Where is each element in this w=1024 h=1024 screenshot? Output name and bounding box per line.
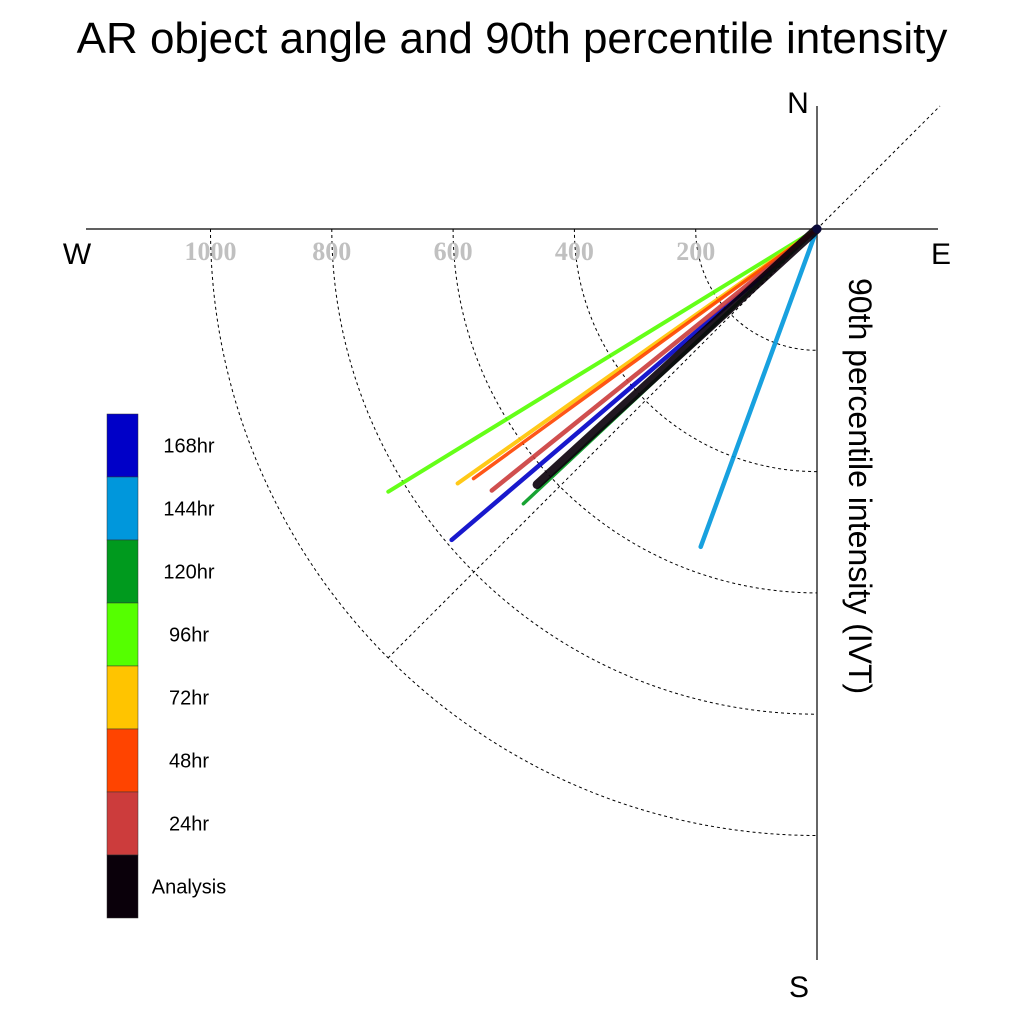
legend-swatch-96hr xyxy=(106,602,139,667)
grid-arc xyxy=(331,228,818,715)
radial-tick-label: 200 xyxy=(676,237,715,266)
east-label: E xyxy=(931,238,951,271)
vector-line-96hr xyxy=(386,227,819,494)
grid-arc xyxy=(452,228,818,594)
vector-line-144hr xyxy=(698,226,820,550)
vector-line-48hr xyxy=(471,227,819,481)
radial-tick-label: 1000 xyxy=(185,237,237,266)
west-label: W xyxy=(63,238,92,271)
legend-label: Analysis xyxy=(152,877,226,899)
radial-tick-label: 800 xyxy=(312,237,351,266)
legend: 168hr 144hr 120hr 96hr 72hr 48hr 24hr Analysis xyxy=(106,413,226,919)
legend-label: 96hr xyxy=(169,625,209,647)
vector-series xyxy=(386,224,822,550)
vector-line-analysis xyxy=(532,224,822,490)
radial-tick-label: 400 xyxy=(555,237,594,266)
legend-swatch-144hr xyxy=(106,476,139,541)
legend-swatch-48hr xyxy=(106,728,139,793)
legend-swatch-72hr xyxy=(106,665,139,730)
grid-layer xyxy=(210,228,818,836)
legend-swatch-24hr xyxy=(106,791,139,856)
legend-label: 48hr xyxy=(169,751,209,773)
chart-title: AR object angle and 90th percentile inte… xyxy=(76,14,948,63)
diagonal-reference xyxy=(387,105,941,659)
axes-layer xyxy=(86,105,941,960)
legend-swatch-168hr xyxy=(106,413,139,478)
legend-label: 120hr xyxy=(163,562,214,584)
legend-swatch-analysis xyxy=(106,854,139,919)
south-label: S xyxy=(789,971,809,1004)
legend-label: 72hr xyxy=(169,688,209,710)
radial-tick-labels: 200 400 600 800 1000 xyxy=(185,237,716,266)
north-label: N xyxy=(787,87,809,120)
legend-label: 24hr xyxy=(169,814,209,836)
grid-arc xyxy=(210,228,818,836)
y-axis-label: 90th percentile intensity (IVT) xyxy=(842,278,878,694)
origin-point xyxy=(812,224,822,234)
grid-arc xyxy=(695,228,818,351)
legend-label: 168hr xyxy=(163,436,214,458)
legend-swatch-120hr xyxy=(106,539,139,604)
direction-labels: N S E W xyxy=(63,87,951,1004)
grid-arc xyxy=(573,228,818,473)
radial-tick-label: 600 xyxy=(434,237,473,266)
legend-label: 144hr xyxy=(163,499,214,521)
